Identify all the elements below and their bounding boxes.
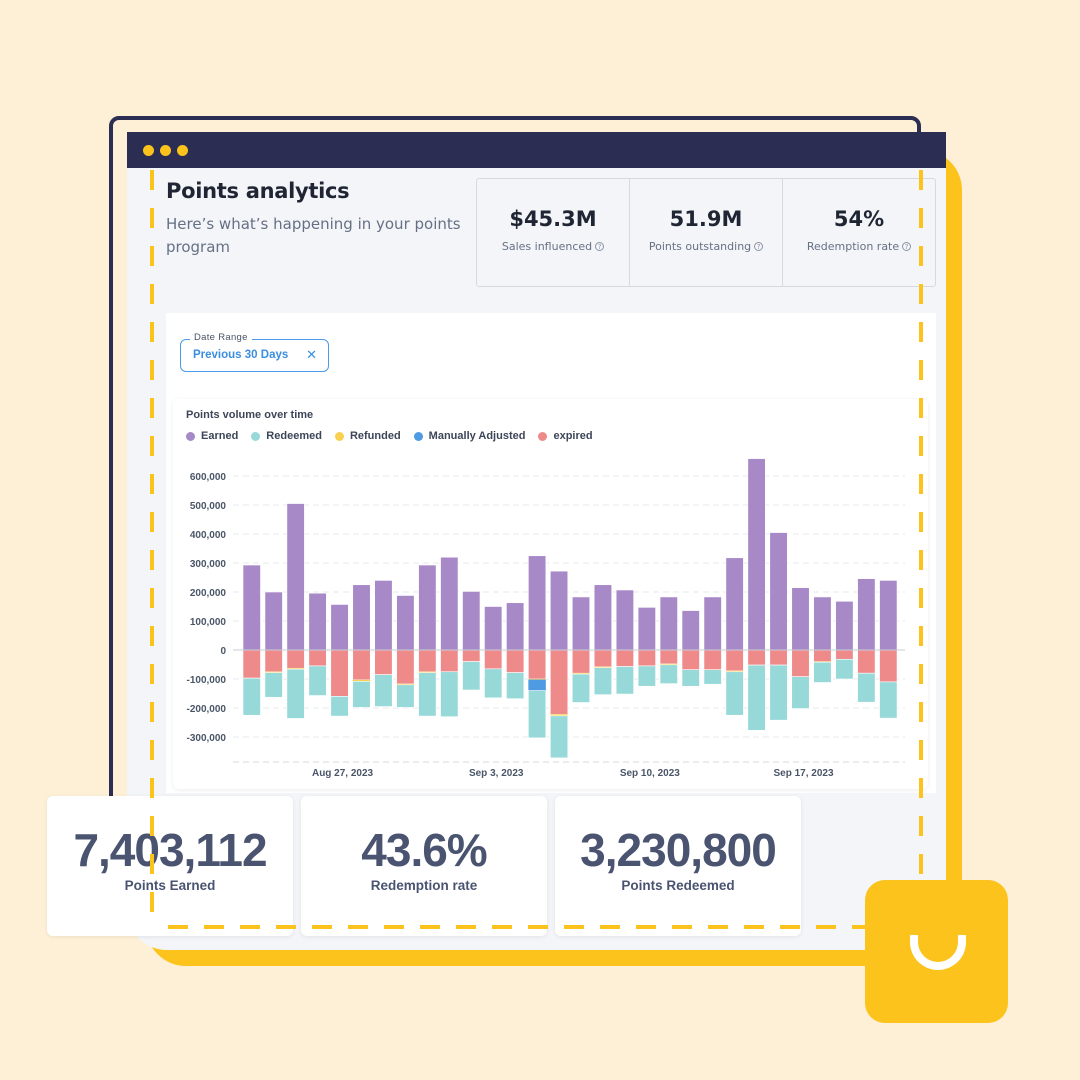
stat-card-redemption-rate: 43.6% Redemption rate (301, 796, 547, 936)
legend-dot-icon (186, 431, 195, 441)
stat-card-points-redeemed: 3,230,800 Points Redeemed (555, 796, 801, 936)
legend-item[interactable]: Manually Adjusted (413, 430, 526, 442)
kpi-sales-influenced: $45.3M Sales influenced? (477, 179, 630, 286)
kpi-label: Sales influenced? (477, 240, 629, 253)
kpi-label-text: Redemption rate (806, 240, 900, 253)
window-titlebar (127, 132, 946, 168)
legend-item[interactable]: expired (538, 430, 593, 442)
kpi-label-text: Points outstanding (648, 240, 752, 253)
legend-label: Manually Adjusted (428, 430, 526, 442)
legend-dot-icon (334, 431, 344, 441)
kpi-value: $45.3M (509, 207, 597, 231)
svg-text:0: 0 (220, 646, 226, 657)
bag-smile-icon (910, 935, 966, 970)
window-dot-icon[interactable] (143, 145, 154, 156)
help-circle-icon[interactable]: ? (754, 242, 764, 251)
svg-text:-200,000: -200,000 (187, 704, 227, 715)
date-range-value[interactable]: Previous 30 Days (193, 349, 289, 361)
svg-text:-100,000: -100,000 (187, 675, 227, 686)
stat-value: 43.6% (361, 824, 487, 876)
stat-label: Points Earned (124, 878, 216, 893)
svg-text:400,000: 400,000 (190, 530, 227, 541)
svg-text:Aug 27, 2023: Aug 27, 2023 (312, 768, 374, 779)
shopping-bag-icon (865, 880, 1008, 1023)
legend-label: expired (553, 430, 593, 442)
legend-label: Refunded (349, 430, 401, 442)
svg-text:Sep 3, 2023: Sep 3, 2023 (469, 768, 524, 779)
date-range-label: Date Range (190, 332, 252, 343)
svg-text:100,000: 100,000 (190, 617, 227, 628)
decorative-dash-bottom (168, 925, 868, 929)
date-range-filter[interactable]: Date Range Previous 30 Days ✕ (180, 332, 329, 372)
svg-text:200,000: 200,000 (190, 588, 227, 599)
help-circle-icon[interactable]: ? (595, 242, 605, 251)
legend-item[interactable]: Redeemed (251, 430, 322, 442)
svg-text:500,000: 500,000 (190, 501, 227, 512)
chart-title: Points volume over time (186, 409, 314, 421)
stat-value: 7,403,112 (73, 824, 267, 876)
legend-dot-icon (251, 431, 261, 441)
kpi-redemption-rate: 54% Redemption rate? (783, 179, 935, 286)
svg-text:-300,000: -300,000 (187, 733, 227, 744)
legend-label: Redeemed (266, 430, 322, 442)
svg-text:300,000: 300,000 (190, 559, 227, 570)
page-subtitle: Here’s what’s happening in your points p… (166, 215, 461, 256)
window-dot-icon[interactable] (160, 145, 171, 156)
chart-legend: Earned Redeemed Refunded Manually Adjusted e… (186, 430, 593, 442)
svg-text:600,000: 600,000 (190, 472, 227, 483)
kpi-value: 51.9M (669, 207, 743, 231)
decorative-dash-left (150, 170, 154, 915)
stat-label: Points Redeemed (621, 878, 735, 893)
stat-value: 3,230,800 (580, 824, 777, 876)
stat-label: Redemption rate (370, 878, 478, 893)
kpi-value: 54% (833, 207, 885, 231)
legend-label: Earned (201, 430, 239, 442)
kpi-label: Points outstanding? (630, 240, 782, 253)
window-dot-icon[interactable] (177, 145, 188, 156)
kpi-points-outstanding: 51.9M Points outstanding? (630, 179, 783, 286)
legend-item[interactable]: Refunded (334, 430, 401, 442)
clear-icon[interactable]: ✕ (306, 347, 317, 362)
help-circle-icon[interactable]: ? (902, 242, 912, 251)
analytics-panel: Date Range Previous 30 Days ✕ Points vol… (166, 313, 936, 793)
stat-cards: 7,403,112 Points Earned 43.6% Redemption… (47, 796, 801, 936)
kpi-label: Redemption rate? (783, 240, 935, 253)
kpi-label-text: Sales influenced (501, 240, 593, 253)
legend-dot-icon (413, 431, 423, 441)
svg-text:Sep 10, 2023: Sep 10, 2023 (620, 768, 680, 779)
kpi-strip: $45.3M Sales influenced? 51.9M Points ou… (476, 178, 936, 287)
decorative-dash-right (919, 170, 923, 915)
stat-card-points-earned: 7,403,112 Points Earned (47, 796, 293, 936)
svg-text:Sep 17, 2023: Sep 17, 2023 (773, 768, 833, 779)
legend-item[interactable]: Earned (186, 430, 238, 442)
legend-dot-icon (538, 431, 548, 441)
page-title: Points analytics (166, 179, 350, 203)
chart-plot: 600,000 500,000 400,000 300,000 200,000 100,0… (187, 458, 905, 779)
points-volume-chart: Points volume over time Earned Redeemed Re… (173, 399, 928, 789)
